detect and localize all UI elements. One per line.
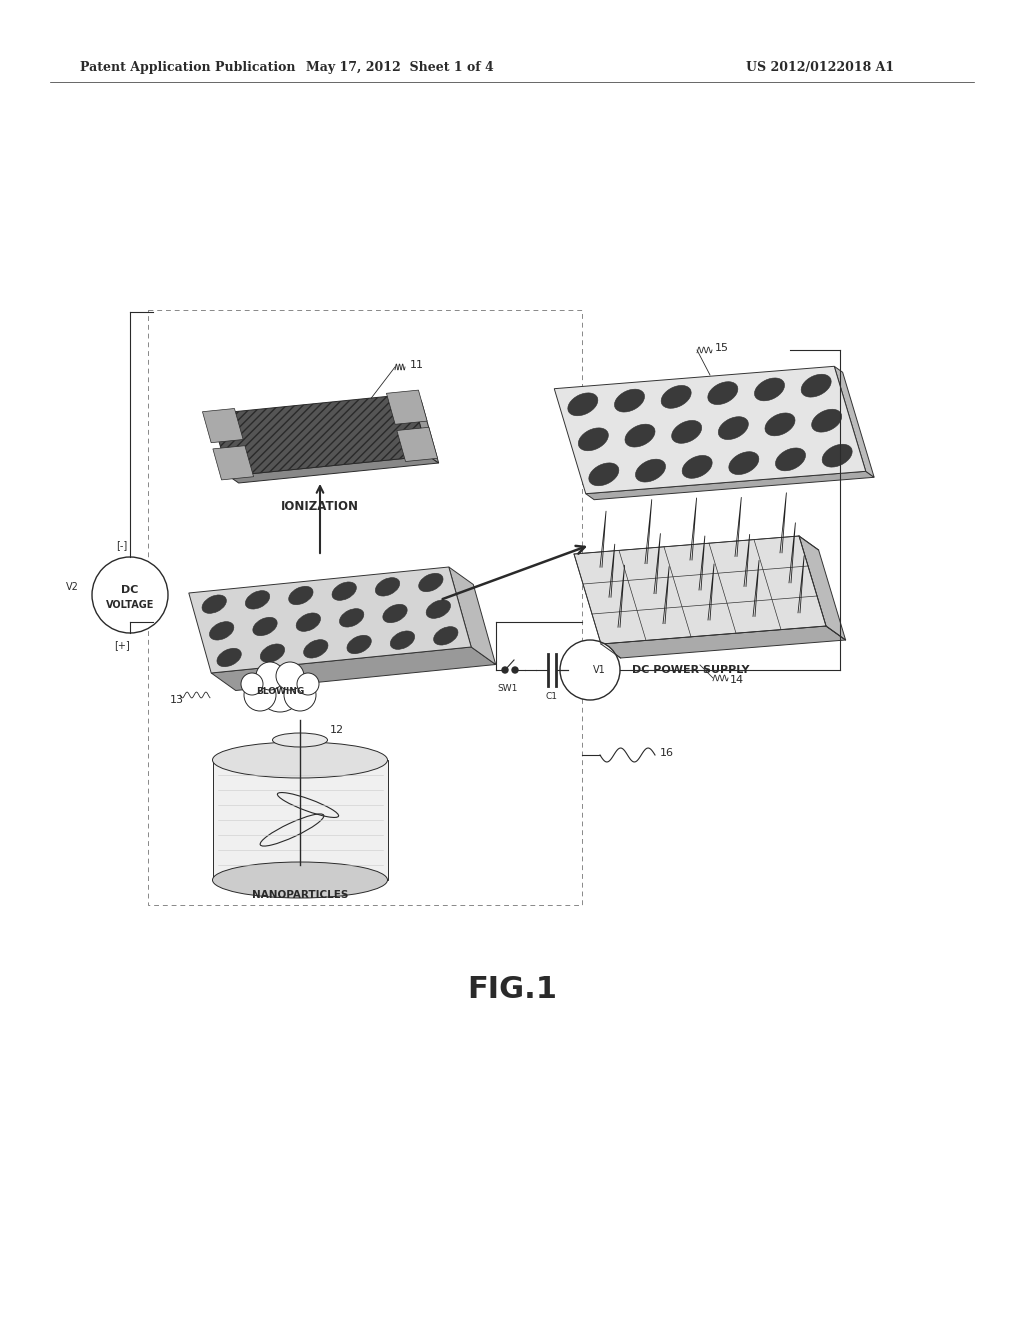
Polygon shape xyxy=(397,428,437,462)
Ellipse shape xyxy=(246,590,269,609)
Polygon shape xyxy=(601,626,846,657)
Ellipse shape xyxy=(390,631,415,649)
Ellipse shape xyxy=(426,601,451,618)
Ellipse shape xyxy=(729,451,759,475)
Ellipse shape xyxy=(801,375,831,397)
Polygon shape xyxy=(188,568,471,673)
Circle shape xyxy=(276,663,304,690)
Ellipse shape xyxy=(383,605,408,623)
Text: FIG.1: FIG.1 xyxy=(467,975,557,1005)
Text: 15: 15 xyxy=(715,343,729,352)
Polygon shape xyxy=(799,536,846,640)
Ellipse shape xyxy=(636,459,666,482)
Ellipse shape xyxy=(340,609,364,627)
Circle shape xyxy=(560,640,620,700)
Polygon shape xyxy=(203,408,243,442)
Text: May 17, 2012  Sheet 1 of 4: May 17, 2012 Sheet 1 of 4 xyxy=(306,62,494,74)
Text: C1: C1 xyxy=(546,692,558,701)
Polygon shape xyxy=(574,536,826,644)
Polygon shape xyxy=(586,471,874,500)
Circle shape xyxy=(244,678,276,711)
Ellipse shape xyxy=(614,389,644,412)
Ellipse shape xyxy=(217,648,242,667)
Text: 12: 12 xyxy=(330,725,344,735)
Ellipse shape xyxy=(682,455,712,478)
Polygon shape xyxy=(835,366,874,478)
Text: 11: 11 xyxy=(410,360,424,370)
Text: DC POWER SUPPLY: DC POWER SUPPLY xyxy=(632,665,750,675)
Ellipse shape xyxy=(272,733,328,747)
Polygon shape xyxy=(211,647,496,690)
Circle shape xyxy=(512,667,518,673)
Circle shape xyxy=(502,667,508,673)
Text: DC: DC xyxy=(121,585,138,595)
Ellipse shape xyxy=(332,582,356,601)
Text: NANOPARTICLES: NANOPARTICLES xyxy=(252,890,348,900)
Ellipse shape xyxy=(568,393,598,416)
Text: US 2012/0122018 A1: US 2012/0122018 A1 xyxy=(745,62,894,74)
Bar xyxy=(148,310,582,906)
Polygon shape xyxy=(412,393,438,463)
Circle shape xyxy=(256,663,284,690)
Bar xyxy=(213,760,387,880)
Ellipse shape xyxy=(210,622,233,640)
Text: 14: 14 xyxy=(730,675,744,685)
Ellipse shape xyxy=(755,378,784,401)
Ellipse shape xyxy=(433,627,458,645)
Text: 16: 16 xyxy=(660,748,674,758)
Polygon shape xyxy=(211,393,429,477)
Polygon shape xyxy=(386,391,427,424)
Circle shape xyxy=(258,668,302,711)
Text: VOLTAGE: VOLTAGE xyxy=(105,601,155,610)
Polygon shape xyxy=(228,455,438,483)
Ellipse shape xyxy=(589,463,618,486)
Text: V2: V2 xyxy=(66,582,79,591)
Polygon shape xyxy=(554,366,865,494)
Ellipse shape xyxy=(213,862,387,898)
Ellipse shape xyxy=(296,612,321,631)
Ellipse shape xyxy=(304,640,328,659)
Ellipse shape xyxy=(625,424,655,447)
Text: [+]: [+] xyxy=(114,640,130,649)
Ellipse shape xyxy=(822,445,852,467)
Circle shape xyxy=(241,673,263,696)
Ellipse shape xyxy=(213,742,387,777)
Ellipse shape xyxy=(202,595,226,614)
Polygon shape xyxy=(213,446,254,480)
Ellipse shape xyxy=(812,409,842,432)
Text: SW1: SW1 xyxy=(498,684,518,693)
Ellipse shape xyxy=(376,578,399,597)
Ellipse shape xyxy=(775,447,806,471)
Ellipse shape xyxy=(419,573,443,591)
Polygon shape xyxy=(449,568,496,664)
Ellipse shape xyxy=(260,644,285,663)
Text: [-]: [-] xyxy=(117,540,128,550)
Ellipse shape xyxy=(347,635,372,653)
Ellipse shape xyxy=(718,417,749,440)
Ellipse shape xyxy=(765,413,795,436)
Circle shape xyxy=(297,673,319,696)
Ellipse shape xyxy=(672,421,701,444)
Ellipse shape xyxy=(579,428,608,450)
Ellipse shape xyxy=(708,381,738,404)
Text: Patent Application Publication: Patent Application Publication xyxy=(80,62,296,74)
Ellipse shape xyxy=(289,586,313,605)
Text: BLOWING: BLOWING xyxy=(256,688,304,697)
Text: IONIZATION: IONIZATION xyxy=(281,500,359,513)
Circle shape xyxy=(284,678,316,711)
Ellipse shape xyxy=(253,618,278,636)
Circle shape xyxy=(92,557,168,634)
Text: V1: V1 xyxy=(593,665,606,675)
Text: 13: 13 xyxy=(170,696,184,705)
Ellipse shape xyxy=(662,385,691,408)
